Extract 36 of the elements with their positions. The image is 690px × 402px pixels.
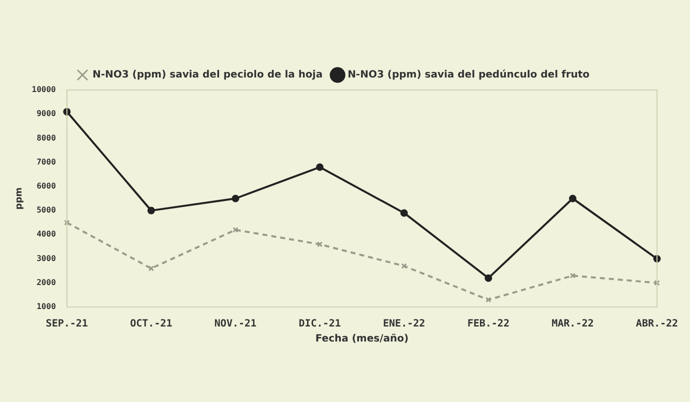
y-axis-title: ppm	[14, 187, 25, 210]
point	[486, 296, 492, 303]
point	[654, 280, 660, 286]
x-tick-label: ENE.-22	[383, 318, 426, 330]
point	[570, 272, 576, 279]
x-tick-label: NOV.-21	[214, 318, 257, 330]
legend-label: N-NO3 (ppm) savia del peciolo de la hoja	[92, 70, 323, 81]
x-axis-title: Fecha (mes/año)	[315, 334, 409, 345]
y-tick-label: 9000	[36, 109, 56, 118]
x-tick-label: OCT.-21	[130, 318, 172, 330]
x-tick-label: DIC.-21	[298, 318, 341, 330]
y-tick-label: 10000	[32, 85, 56, 94]
point	[316, 163, 324, 171]
y-tick-label: 2000	[36, 278, 56, 287]
point	[400, 209, 408, 217]
point	[568, 194, 576, 202]
y-tick-label: 6000	[36, 182, 56, 191]
x-tick-label: SEP.-21	[46, 318, 88, 330]
y-tick-label: 4000	[36, 230, 56, 239]
point	[148, 266, 154, 272]
y-tick-label: 5000	[36, 206, 56, 215]
point	[64, 220, 70, 226]
y-tick-label: 3000	[36, 254, 56, 263]
point	[316, 241, 323, 248]
point	[401, 263, 407, 269]
point	[147, 206, 155, 214]
x-tick-label: MAR.-22	[552, 318, 594, 330]
y-tick-label: 7000	[36, 157, 56, 166]
y-tick-label: 1000	[36, 302, 56, 312]
legend-label: N-NO3 (ppm) savia del pedúnculo del fruto	[348, 70, 590, 81]
x-tick-label: ABR.-22	[636, 318, 678, 330]
y-tick-label: 8000	[36, 133, 56, 142]
point	[232, 194, 240, 202]
point	[484, 274, 492, 282]
x-tick-label: FEB.-22	[467, 318, 510, 330]
point	[232, 226, 238, 233]
